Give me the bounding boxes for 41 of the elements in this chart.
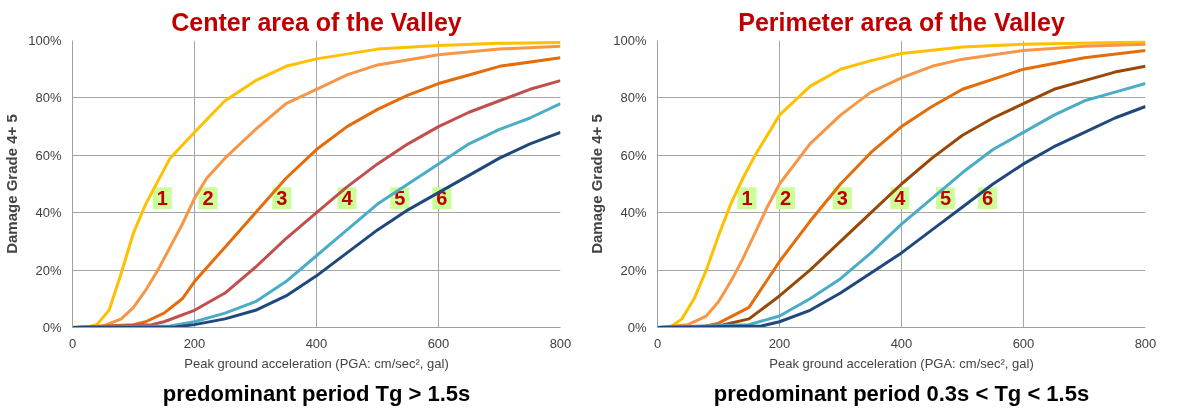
y-tick-label: 40% [620, 205, 647, 221]
x-tick-label: 200 [768, 335, 791, 351]
y-tick-label: 100% [28, 33, 62, 48]
x-tick-label: 200 [183, 335, 206, 351]
chart-title: Perimeter area of the Valley [738, 7, 1065, 36]
series-label: 3 [836, 187, 848, 210]
series-label: 2 [202, 187, 214, 210]
x-tick-label: 400 [305, 335, 328, 351]
series-label: 2 [779, 187, 791, 210]
series-label: 5 [940, 187, 952, 210]
y-axis-title: Damage Grade 4+ 5 [588, 114, 606, 254]
chart-title: Center area of the Valley [171, 7, 462, 36]
x-axis-title: Peak ground acceleration (PGA: cm/sec², gal) [184, 355, 449, 371]
x-tick-label: 400 [890, 335, 913, 351]
y-tick-label: 0% [627, 320, 647, 335]
y-tick-label: 0% [42, 320, 62, 335]
series-label: 5 [394, 187, 406, 210]
series-label: 1 [156, 187, 168, 210]
x-tick-label: 0 [68, 335, 77, 351]
y-tick-label: 100% [613, 33, 647, 48]
y-tick-label: 80% [35, 90, 62, 106]
series-label: 1 [741, 187, 753, 210]
y-tick-label: 60% [35, 147, 62, 163]
x-axis-title: Peak ground acceleration (PGA: cm/sec², gal) [769, 355, 1034, 371]
y-tick-label: 60% [620, 147, 647, 163]
y-tick-label: 20% [620, 262, 647, 278]
y-axis-title: Damage Grade 4+ 5 [3, 114, 21, 254]
x-tick-label: 800 [549, 335, 572, 351]
text: predominant period 0.3s < Tg < 1.5s [713, 380, 1090, 406]
series-label: 3 [276, 187, 288, 210]
text: predominant period Tg > 1.5s [162, 380, 471, 406]
series-label: 4 [341, 187, 354, 210]
y-tick-label: 20% [35, 262, 62, 278]
series-label: 6 [981, 187, 994, 210]
x-tick-label: 0 [653, 335, 662, 351]
y-tick-label: 80% [620, 90, 647, 106]
x-tick-label: 800 [1134, 335, 1157, 351]
x-tick-label: 600 [1012, 335, 1035, 351]
y-tick-label: 40% [35, 205, 62, 221]
x-tick-label: 600 [427, 335, 450, 351]
series-label: 4 [894, 187, 907, 210]
